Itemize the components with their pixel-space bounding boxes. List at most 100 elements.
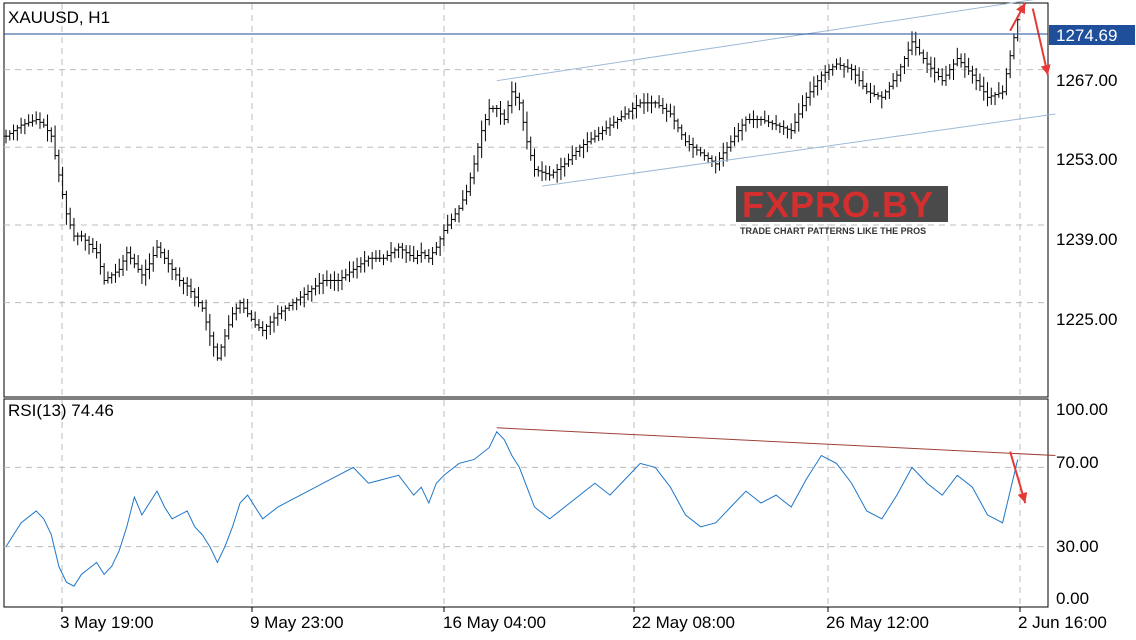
ohlc-bar bbox=[732, 127, 737, 147]
ohlc-bar bbox=[966, 57, 971, 76]
ohlc-bar bbox=[902, 56, 907, 75]
ohlc-bar bbox=[98, 243, 103, 275]
ohlc-bar bbox=[589, 131, 594, 145]
ohlc-bar bbox=[860, 71, 865, 90]
ohlc-bar bbox=[219, 344, 224, 361]
ohlc-bar bbox=[815, 75, 820, 96]
ohlc-bar bbox=[796, 103, 801, 132]
ohlc-bar bbox=[389, 241, 394, 263]
rsi-tick-label: 0.00 bbox=[1056, 589, 1089, 608]
ohlc-bar bbox=[713, 156, 718, 174]
ohlc-bar bbox=[196, 286, 201, 308]
ohlc-bar bbox=[147, 253, 152, 280]
ohlc-bar bbox=[1004, 68, 1009, 96]
ohlc-bar bbox=[853, 65, 858, 84]
ohlc-bar bbox=[170, 259, 175, 281]
rsi-tick-label: 30.00 bbox=[1056, 537, 1099, 556]
ohlc-bar bbox=[940, 68, 945, 86]
ohlc-bar bbox=[158, 242, 163, 259]
ohlc-bar bbox=[241, 298, 246, 314]
ohlc-bar bbox=[502, 109, 507, 125]
ohlc-bar bbox=[230, 307, 235, 328]
ohlc-bar bbox=[683, 132, 688, 147]
ohlc-bar bbox=[823, 65, 828, 83]
ohlc-bar bbox=[811, 76, 816, 98]
ohlc-bar bbox=[649, 95, 654, 114]
ohlc-bar bbox=[87, 235, 92, 255]
ohlc-bar bbox=[1011, 33, 1016, 60]
ohlc-bar bbox=[306, 284, 310, 301]
ohlc-bar bbox=[962, 53, 967, 78]
ohlc-bar bbox=[245, 298, 250, 318]
ohlc-bar bbox=[558, 157, 563, 180]
ohlc-bar bbox=[645, 93, 650, 112]
ohlc-bar bbox=[743, 116, 748, 132]
watermark-box bbox=[736, 186, 948, 222]
ohlc-bar bbox=[287, 302, 292, 312]
ohlc-bar bbox=[426, 248, 431, 263]
ohlc-bar bbox=[687, 135, 692, 152]
ohlc-bar bbox=[396, 243, 401, 259]
ohlc-bar bbox=[638, 99, 643, 108]
ohlc-bar bbox=[113, 263, 118, 283]
ohlc-bar bbox=[290, 298, 295, 311]
ohlc-bar bbox=[872, 85, 877, 97]
ohlc-bar bbox=[400, 242, 405, 259]
ohlc-bar bbox=[936, 68, 941, 81]
price-panel-title: XAUUSD, H1 bbox=[8, 8, 110, 27]
ohlc-bar bbox=[604, 120, 609, 135]
ohlc-bar bbox=[932, 57, 937, 83]
ohlc-bar bbox=[611, 115, 616, 129]
rsi-gridlines bbox=[4, 400, 1048, 606]
ohlc-bar bbox=[332, 271, 337, 291]
ohlc-bar bbox=[898, 63, 903, 82]
ohlc-bar bbox=[253, 311, 258, 328]
ohlc-bar bbox=[540, 161, 545, 182]
ohlc-bar bbox=[490, 105, 495, 113]
ohlc-bar bbox=[385, 250, 390, 261]
trend-channel bbox=[496, 0, 1056, 187]
ohlc-bar bbox=[585, 132, 590, 153]
rsi-arrows bbox=[1009, 451, 1028, 504]
ohlc-bar bbox=[155, 240, 159, 258]
ohlc-bar bbox=[879, 91, 884, 109]
ohlc-bar bbox=[166, 249, 171, 273]
ohlc-bar bbox=[317, 272, 322, 295]
ohlc-bar bbox=[917, 38, 922, 56]
ohlc-bar bbox=[94, 240, 99, 259]
last-price-tag bbox=[1049, 25, 1135, 45]
ohlc-bar bbox=[970, 65, 975, 84]
ohlc-bar bbox=[4, 129, 8, 144]
ohlc-bar bbox=[268, 315, 273, 336]
ohlc-bar bbox=[600, 126, 605, 141]
ohlc-bar bbox=[849, 63, 854, 81]
ohlc-bar bbox=[985, 82, 990, 107]
ohlc-bar bbox=[41, 118, 46, 128]
watermark: FXPRO.BY TRADE CHART PATTERNS LIKE THE P… bbox=[736, 184, 948, 236]
price-gridlines bbox=[4, 4, 1048, 396]
ohlc-bar bbox=[185, 276, 190, 296]
ohlc-bar bbox=[430, 246, 435, 266]
ohlc-bar bbox=[483, 113, 488, 142]
ohlc-bar bbox=[906, 41, 911, 67]
ohlc-bar bbox=[264, 323, 269, 340]
ohlc-bar bbox=[132, 253, 137, 269]
ohlc-bar bbox=[891, 73, 896, 90]
ohlc-bar bbox=[15, 124, 20, 141]
ohlc-bar bbox=[868, 82, 873, 104]
ohlc-bar bbox=[1008, 50, 1013, 79]
ohlc-bar bbox=[260, 321, 265, 337]
x-tick-label: 3 May 19:00 bbox=[60, 613, 154, 632]
ohlc-bar bbox=[785, 125, 790, 139]
ohlc-bar bbox=[660, 97, 665, 114]
ohlc-bar bbox=[608, 117, 612, 136]
ohlc-bar bbox=[275, 305, 280, 326]
ohlc-bar bbox=[943, 65, 948, 86]
x-tick-label: 9 May 23:00 bbox=[250, 613, 344, 632]
ohlc-bar bbox=[53, 125, 58, 160]
ohlc-bar bbox=[728, 135, 733, 152]
rsi-resistance bbox=[496, 427, 1056, 457]
ohlc-bar bbox=[792, 113, 797, 134]
ohlc-bar bbox=[721, 142, 726, 167]
